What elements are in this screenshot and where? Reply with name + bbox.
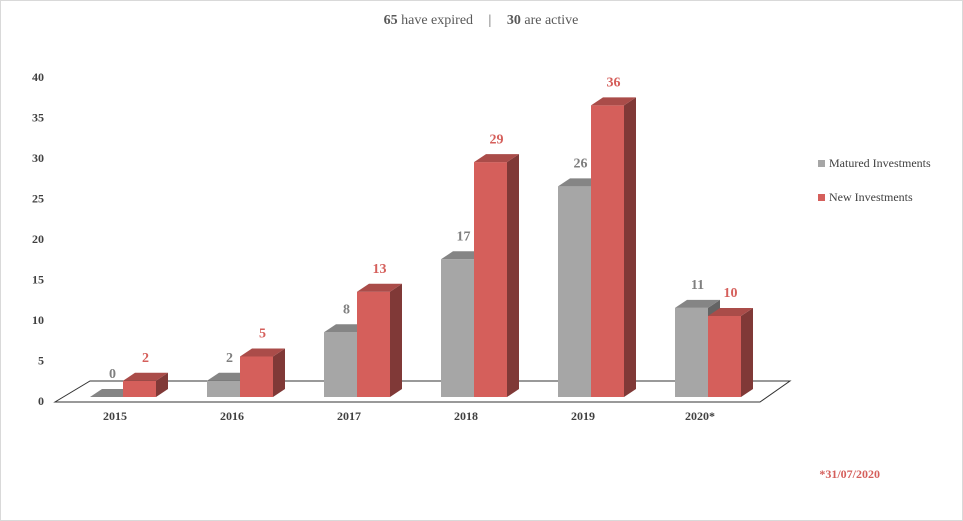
x-tick-label: 2016 [220,409,244,423]
bar-top [708,308,753,316]
x-tick-label: 2019 [571,409,595,423]
bar [207,380,240,397]
data-label: 26 [574,157,588,172]
y-tick-label: 15 [32,272,44,286]
bar [708,316,741,397]
chart-title: 65 have expired | 30 are active [384,13,579,28]
bar [324,332,357,397]
bar [123,380,156,397]
bar-side [507,154,519,397]
bar [474,162,507,397]
bar-top [474,154,519,163]
y-tick-label: 25 [32,191,44,205]
data-label: 36 [607,76,621,91]
bar-side [624,97,636,398]
bar-top [123,372,168,381]
bar-top [357,283,402,292]
expired-text: have expired [401,13,473,28]
separator: | [489,13,492,28]
y-tick-label: 40 [32,70,44,84]
bar-top [240,348,285,357]
bar-top [675,299,720,308]
y-tick-label: 30 [32,151,44,165]
y-tick-label: 20 [32,232,44,246]
expired-count: 65 [384,13,398,28]
data-label: 2 [142,351,149,366]
data-label: 10 [724,286,738,301]
legend-label: New Investments [829,190,913,204]
bar-side [273,348,285,397]
data-label: 2 [226,351,233,366]
active-text: are active [524,13,578,28]
data-label: 5 [259,327,266,342]
y-tick-label: 10 [32,313,44,327]
bar-top [591,97,636,106]
y-tick-label: 5 [38,353,44,367]
data-label: 13 [373,262,387,277]
bar [558,186,591,397]
floor [53,380,792,403]
legend-label: Matured Investments [829,156,931,170]
bar [240,356,273,397]
legend-swatch [818,194,825,201]
bar-side [390,283,402,397]
data-label: 11 [691,278,704,293]
y-tick-label: 35 [32,110,44,124]
x-tick-label: 2017 [337,409,361,423]
y-tick-label: 0 [38,394,44,408]
legend-swatch [818,160,825,167]
x-tick-label: 2020* [685,409,715,423]
x-tick-label: 2015 [103,409,127,423]
bar [675,307,708,397]
bar [441,259,474,397]
data-label: 8 [343,302,350,317]
data-label: 29 [490,132,504,147]
x-tick-label: 2018 [454,409,478,423]
bar-side [156,372,168,397]
bar-side [741,308,753,397]
bar [591,105,624,398]
data-label: 17 [457,230,471,245]
data-label: 0 [109,367,116,382]
footnote: *31/07/2020 [819,467,880,481]
bar [357,291,390,397]
active-count: 30 [507,13,521,28]
